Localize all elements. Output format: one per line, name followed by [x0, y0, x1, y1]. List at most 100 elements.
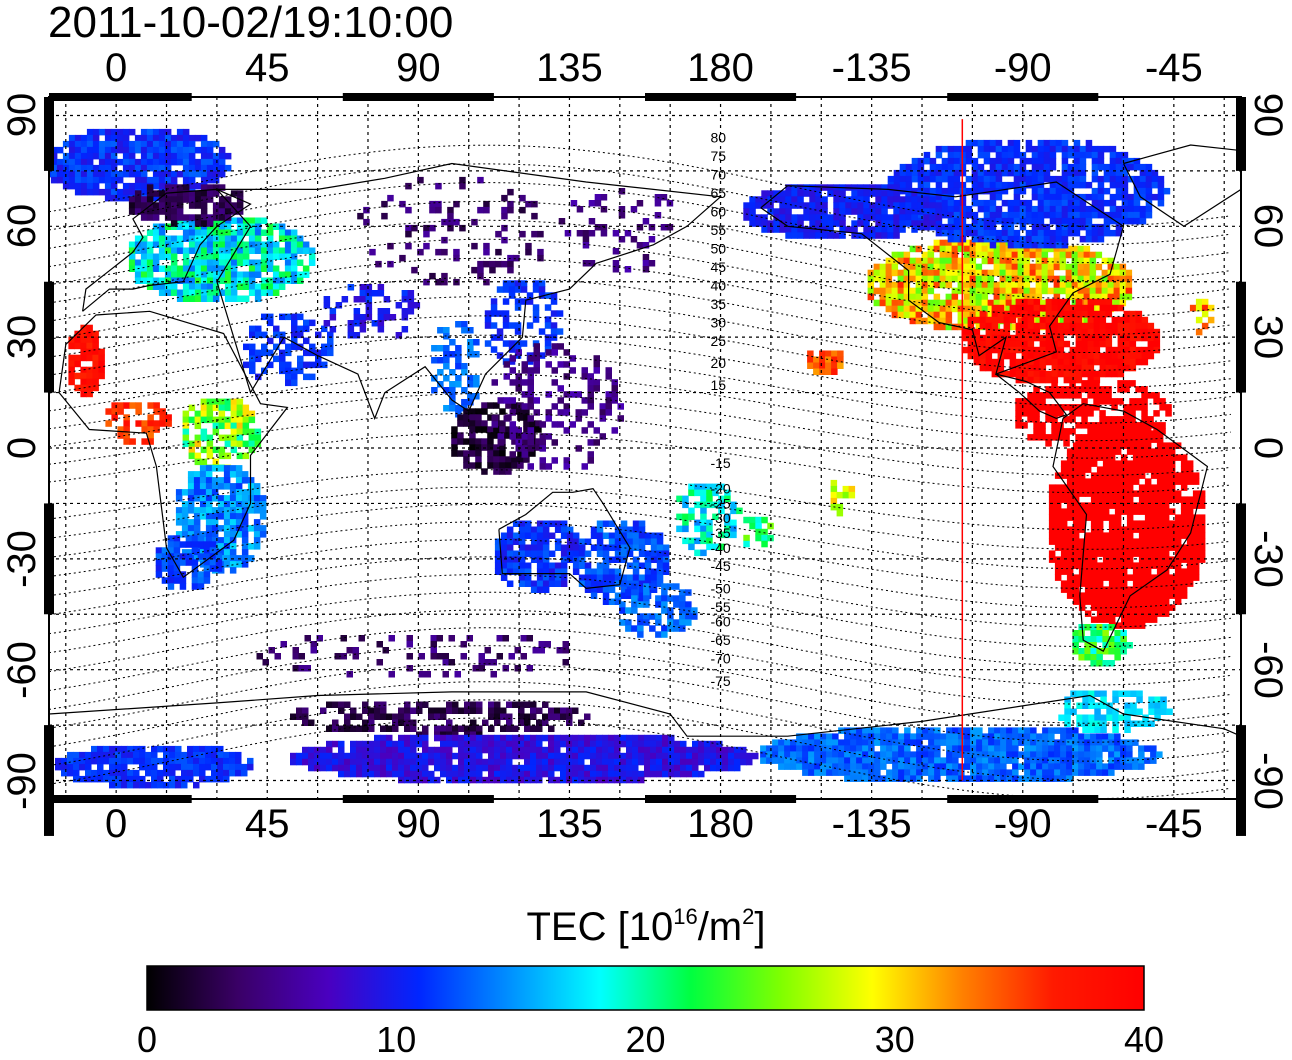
tec-cell	[1084, 574, 1092, 581]
tec-cell	[1096, 508, 1104, 515]
tec-cell	[596, 580, 604, 587]
tec-cell	[98, 152, 106, 160]
tec-cell	[1093, 380, 1100, 387]
tec-cell	[502, 322, 510, 329]
tec-cell	[1108, 520, 1116, 527]
tec-cell	[1071, 287, 1079, 295]
tec-cell	[1061, 229, 1069, 237]
tec-cell	[291, 325, 298, 333]
tec-cell	[224, 295, 232, 302]
tec-cell	[1091, 205, 1099, 213]
tec-cell	[182, 428, 190, 436]
tec-cell	[590, 734, 597, 742]
tec-cell	[1123, 386, 1130, 393]
tec-cell	[536, 562, 544, 569]
tec-cell	[98, 146, 106, 154]
tec-cell	[152, 229, 160, 236]
tec-cell	[111, 414, 118, 421]
tec-cell	[206, 398, 214, 406]
tec-cell	[179, 571, 187, 578]
tec-cell	[921, 287, 929, 295]
tec-cell	[893, 226, 900, 233]
tec-cell	[200, 277, 208, 284]
tec-cell	[718, 507, 725, 515]
tec-cell	[194, 134, 202, 142]
tec-cell	[92, 354, 99, 362]
tec-cell	[1105, 392, 1112, 399]
tec-cell	[1027, 392, 1034, 399]
tec-cell	[1119, 293, 1127, 301]
tec-cell	[134, 190, 142, 197]
tec-cell	[1108, 604, 1116, 611]
tec-cell	[1141, 404, 1148, 411]
tec-cell	[825, 368, 832, 375]
tec-cell	[1051, 334, 1059, 342]
tec-cell	[140, 134, 148, 142]
tec-cell	[218, 410, 226, 418]
tec-cell	[1153, 328, 1161, 336]
tec-cell	[1091, 229, 1099, 237]
tec-cell	[440, 713, 447, 720]
tec-cell	[1114, 556, 1122, 563]
tec-cell	[62, 152, 70, 160]
tec-cell	[248, 277, 256, 284]
tec-cell	[1061, 181, 1069, 189]
tec-cell	[496, 334, 504, 341]
tec-cell	[551, 367, 558, 374]
tec-cell	[1021, 398, 1028, 405]
tec-cell	[111, 408, 118, 415]
tec-cell	[1059, 251, 1067, 259]
tec-cell	[995, 229, 1003, 237]
tec-cell	[945, 305, 953, 313]
tec-cell	[500, 550, 508, 557]
tec-cell	[605, 373, 612, 380]
tec-cell	[997, 304, 1005, 312]
tec-cell	[977, 229, 985, 237]
tec-cell	[761, 190, 768, 197]
tec-cell	[1120, 550, 1128, 557]
tec-cell	[897, 287, 905, 295]
tec-cell	[302, 241, 310, 248]
tec-cell	[1066, 556, 1074, 563]
tec-cell	[550, 328, 558, 335]
tec-cell	[999, 269, 1007, 277]
tec-cell	[475, 438, 482, 445]
tec-cell	[1192, 562, 1200, 569]
tec-cell	[1102, 616, 1110, 623]
tec-cell	[291, 319, 298, 327]
tec-cell	[1033, 370, 1041, 378]
tec-cell	[175, 489, 183, 496]
tec-cell	[1138, 586, 1146, 593]
tec-cell	[1072, 460, 1080, 467]
tec-cell	[1123, 346, 1131, 354]
tec-cell	[1113, 293, 1121, 301]
tec-cell	[620, 550, 628, 557]
tec-cell	[443, 375, 450, 382]
tec-cell	[470, 740, 477, 748]
tec-cell	[1043, 139, 1051, 147]
tec-cell	[1162, 574, 1170, 581]
tec-cell	[158, 176, 166, 184]
tec-cell	[1078, 508, 1086, 515]
tec-cell	[434, 734, 441, 742]
tec-cell	[1103, 229, 1111, 237]
tec-cell	[205, 537, 213, 544]
tec-cell	[515, 385, 522, 392]
tec-cell	[563, 427, 570, 434]
tec-cell	[1057, 328, 1065, 336]
tec-cell	[267, 349, 274, 357]
tec-cell	[56, 146, 64, 154]
tec-cell	[236, 229, 244, 236]
tec-cell	[557, 409, 564, 416]
tec-cell	[965, 229, 973, 237]
tec-cell	[117, 432, 124, 439]
tec-cell	[170, 214, 178, 221]
tec-cell	[1090, 648, 1097, 655]
tec-cell	[467, 327, 474, 334]
tec-cell	[575, 409, 582, 416]
tec-cell	[128, 259, 136, 266]
tec-cell	[140, 265, 148, 272]
tec-cell	[253, 537, 261, 544]
tec-cell	[851, 208, 858, 215]
tec-cell	[1090, 550, 1098, 557]
